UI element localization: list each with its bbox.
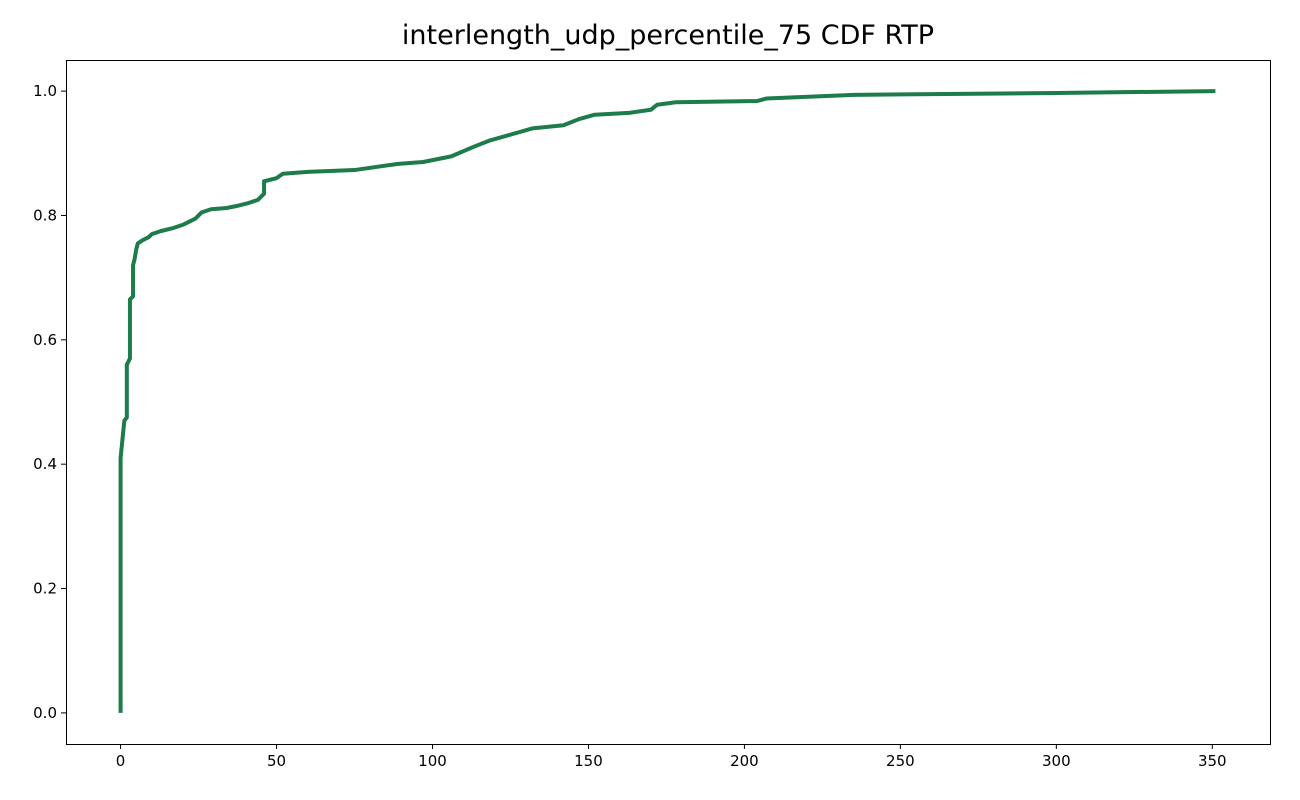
x-tick-label: 350	[1198, 752, 1227, 770]
cdf-series-line	[118, 89, 1216, 713]
x-axis: 0 50 100 150 200 250 300 350	[116, 744, 1227, 770]
y-tick-label: 0.4	[33, 455, 57, 473]
axes-frame	[66, 60, 1271, 745]
y-tick-label: 0.8	[33, 206, 57, 224]
y-axis: 0.0 0.2 0.4 0.6 0.8 1.0	[33, 82, 66, 722]
series-group	[118, 89, 1216, 713]
x-tick-label: 50	[267, 752, 286, 770]
x-tick-label: 300	[1042, 752, 1071, 770]
y-tick-label: 0.0	[33, 704, 57, 722]
x-tick-label: 200	[730, 752, 759, 770]
y-tick-label: 1.0	[33, 82, 57, 100]
x-tick-label: 0	[116, 752, 126, 770]
x-tick-label: 150	[574, 752, 603, 770]
chart-title: interlength_udp_percentile_75 CDF RTP	[401, 20, 935, 51]
y-tick-label: 0.2	[33, 580, 57, 598]
x-tick-label: 100	[418, 752, 447, 770]
y-tick-label: 0.6	[33, 331, 57, 349]
x-tick-label: 250	[886, 752, 915, 770]
